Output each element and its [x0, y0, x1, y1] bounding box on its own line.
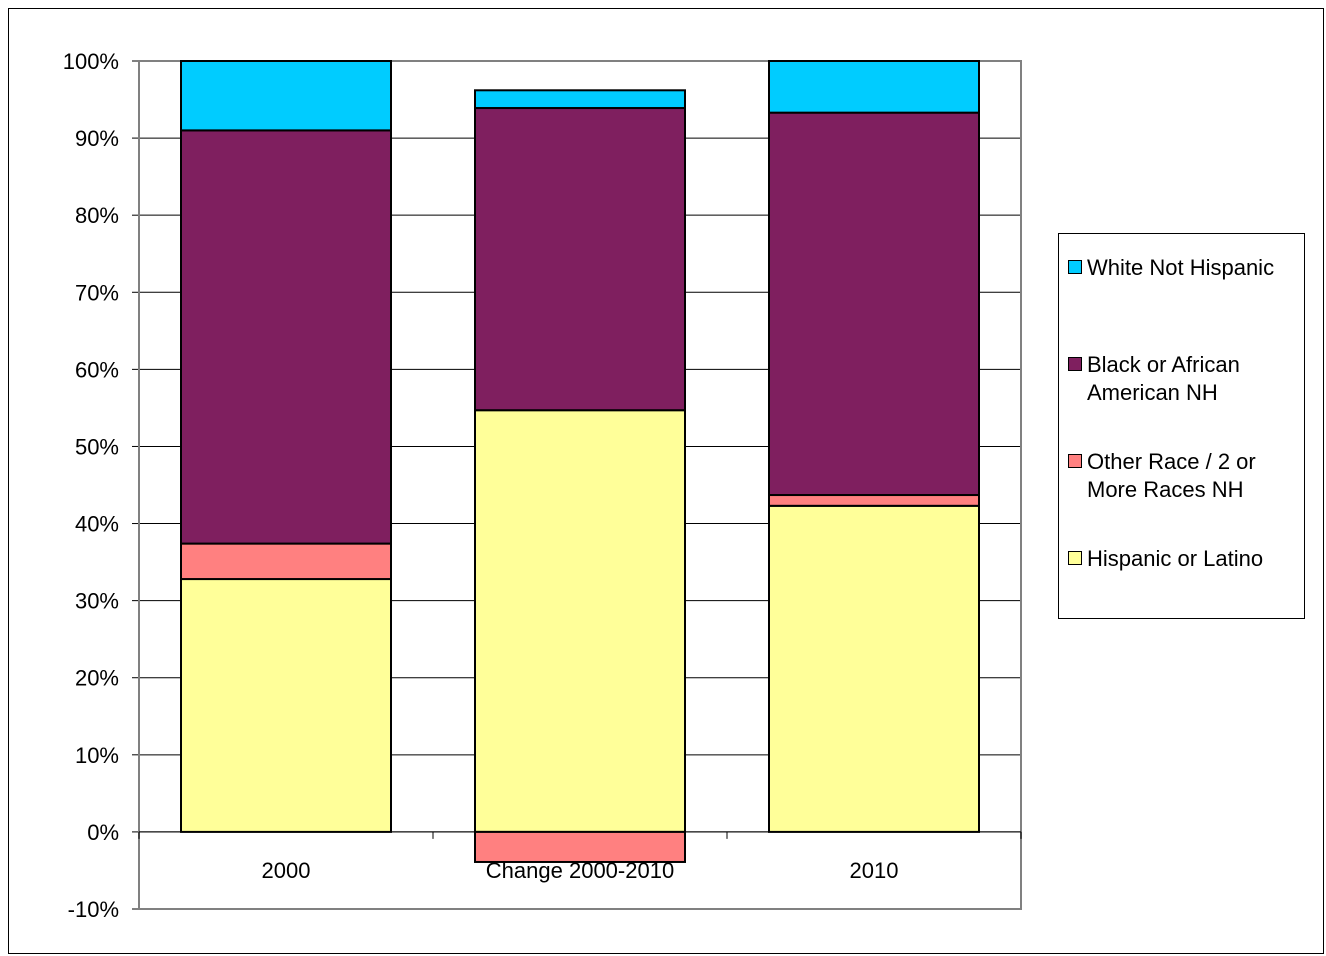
- y-tick-label: 60%: [75, 357, 119, 382]
- legend-swatch-other-race: [1068, 454, 1082, 468]
- bar-segment: [768, 60, 980, 114]
- bar-segment: [180, 578, 392, 833]
- legend-label-hispanic-or-latino: Hispanic or Latino: [1087, 546, 1264, 571]
- bar-segment: [768, 504, 980, 833]
- x-tick-label: 2000: [262, 858, 311, 883]
- bar-segment: [474, 830, 686, 863]
- y-tick-label: 70%: [75, 280, 119, 305]
- bar-segment: [768, 111, 980, 497]
- legend-item-white-not-hispanic: White Not Hispanic: [1068, 254, 1302, 282]
- legend: White Not Hispanic Black or African Amer…: [1058, 233, 1305, 619]
- legend-swatch-hispanic-or-latino: [1068, 551, 1082, 565]
- y-tick-label: 40%: [75, 512, 119, 537]
- y-tick-label: 80%: [75, 203, 119, 228]
- x-tick-label: 2010: [850, 858, 899, 883]
- bar-segment: [474, 89, 686, 110]
- bar-segment: [474, 107, 686, 412]
- legend-label-white-not-hispanic: White Not Hispanic: [1087, 255, 1275, 280]
- y-tick-label: 20%: [75, 666, 119, 691]
- y-tick-label: -10%: [68, 897, 119, 922]
- y-tick-label: 10%: [75, 743, 119, 768]
- y-tick-label: 0%: [87, 820, 119, 845]
- bar-segment: [180, 542, 392, 581]
- legend-item-other-race: Other Race / 2 or More Races NH: [1068, 448, 1302, 504]
- legend-swatch-black-or-african-american: [1068, 357, 1082, 371]
- bar-segment: [180, 129, 392, 545]
- y-tick-label: 90%: [75, 126, 119, 151]
- legend-item-hispanic-or-latino: Hispanic or Latino: [1068, 545, 1302, 573]
- y-tick-label: 50%: [75, 434, 119, 459]
- bar-segment: [474, 409, 686, 833]
- bar-segment: [180, 60, 392, 132]
- legend-label-other-race: Other Race / 2 or More Races NH: [1087, 449, 1256, 502]
- legend-label-black-or-african-american: Black or African American NH: [1087, 352, 1240, 405]
- legend-item-black-or-african-american: Black or African American NH: [1068, 351, 1302, 407]
- x-tick-label: Change 2000-2010: [486, 858, 674, 883]
- plot-area: [138, 60, 1022, 910]
- y-tick-label: 30%: [75, 589, 119, 614]
- y-tick-label: 100%: [63, 49, 119, 74]
- bar-segment: [768, 494, 980, 507]
- legend-swatch-white-not-hispanic: [1068, 260, 1082, 274]
